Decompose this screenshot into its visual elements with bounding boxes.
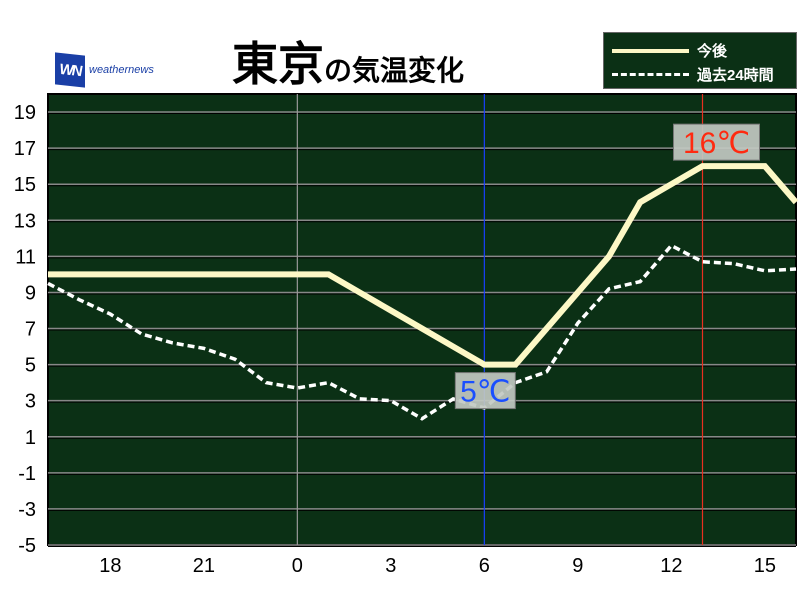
x-tick-label: 18 [99, 555, 121, 577]
past-temperature-line [47, 243, 797, 421]
annotation-label-max: 16℃ [683, 127, 750, 160]
y-tick-label: -1 [18, 463, 36, 485]
series-forecast [48, 163, 799, 368]
weathernews-logo: WN weathernews [55, 52, 154, 88]
y-tick-label: 9 [25, 282, 36, 304]
x-tick-label: 9 [572, 555, 583, 577]
y-tick-label: 13 [14, 210, 36, 232]
x-tick-label: 3 [385, 555, 396, 577]
y-tick-label: 11 [15, 246, 36, 268]
x-tick-label: 12 [660, 555, 682, 577]
x-tick-label: 0 [292, 555, 303, 577]
chart-title: 東京の気温変化 [232, 28, 464, 94]
annotation-label-min: 5℃ [460, 376, 510, 409]
legend-dashed-swatch [612, 73, 689, 76]
y-tick-label: 7 [25, 319, 36, 341]
logo-text: weathernews [89, 64, 154, 76]
title-city: 東京 [232, 38, 324, 90]
x-tick-label: 15 [754, 555, 776, 577]
y-tick-label: 1 [25, 427, 36, 449]
x-tick-label: 21 [193, 555, 215, 577]
legend-solid-swatch [612, 48, 689, 53]
y-tick-label: 15 [14, 174, 36, 196]
plot-background [47, 93, 797, 546]
annotation-box-min [454, 372, 516, 410]
y-tick-label: 19 [14, 102, 36, 124]
forecast-temperature-line [48, 163, 799, 368]
legend-past-label: 過去24時間 [697, 67, 774, 84]
y-tick-label: 5 [25, 355, 36, 377]
y-tick-label: 17 [14, 138, 36, 160]
legend-forecast-label: 今後 [697, 43, 728, 60]
x-tick-label: 6 [479, 555, 490, 577]
legend-forecast: 今後 [612, 40, 727, 61]
legend-past: 過去24時間 [612, 64, 774, 85]
legend: 今後 過去24時間 [603, 32, 797, 89]
title-sub: の気温変化 [324, 55, 465, 86]
annotation-box-max [673, 123, 760, 161]
y-tick-label: 3 [25, 391, 36, 413]
y-tick-label: -3 [18, 499, 36, 521]
y-tick-label: -5 [18, 535, 36, 557]
series-past [47, 243, 797, 421]
